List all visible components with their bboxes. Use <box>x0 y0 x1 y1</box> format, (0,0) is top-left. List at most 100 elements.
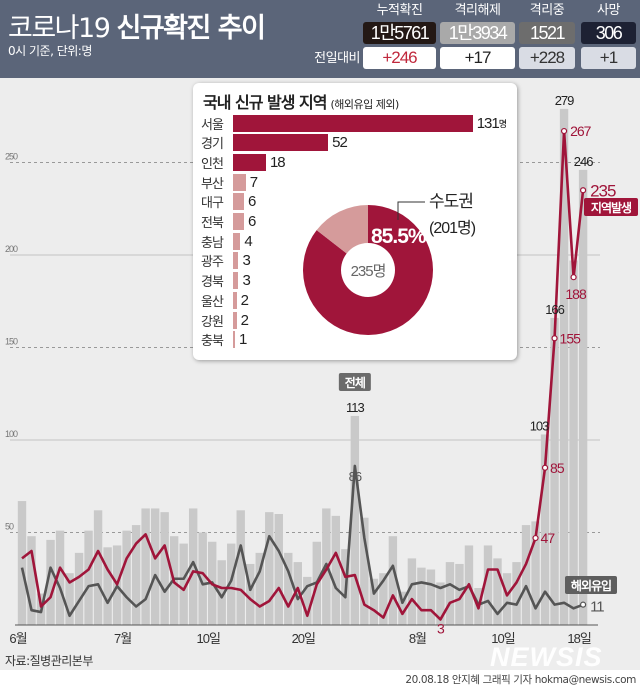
title-regular: 코로나19 <box>8 13 111 44</box>
donut-percent-label: 85.5% <box>371 225 427 248</box>
newsis-logo: NEWSIS <box>490 642 603 672</box>
y-tick-label: 200 <box>5 244 18 254</box>
local-tag-box <box>584 198 638 216</box>
region-value: 6 <box>247 213 256 230</box>
region-row: 경기 52 <box>201 134 348 153</box>
region-value: 1 <box>239 331 247 349</box>
bar-total <box>265 512 274 625</box>
bar-total <box>436 582 445 625</box>
region-name: 대구 <box>201 196 224 212</box>
bar-total <box>331 515 341 625</box>
point-local <box>541 464 549 471</box>
region-row: 인천 18 <box>201 153 286 172</box>
region-row: 전북 6 <box>201 213 256 231</box>
bar-total <box>103 547 112 625</box>
bar-total <box>540 434 550 625</box>
overseas-value-label: 86 <box>349 469 362 484</box>
total-tag: 전체 <box>345 375 366 390</box>
stat-change: +17 <box>440 47 515 69</box>
region-value: 2 <box>240 311 249 329</box>
bar-total <box>426 569 436 625</box>
x-tick-label: 6월 <box>9 631 26 646</box>
region-row: 울산 2 <box>201 291 249 310</box>
bar-total <box>350 415 360 625</box>
bar-total <box>217 560 226 625</box>
overseas-value-label: 11 <box>590 599 604 616</box>
bar-total <box>531 521 540 625</box>
region-name: 광주 <box>201 255 224 271</box>
subtitle: 0시 기준, 단위:명 <box>8 44 92 58</box>
local-value-label: 235 <box>590 181 616 200</box>
region-value: 18 <box>269 153 286 171</box>
stat-label: 격리중 <box>529 3 565 18</box>
region-value: 52 <box>332 134 348 152</box>
x-tick-label: 10일 <box>491 631 514 646</box>
bar-total <box>578 169 588 625</box>
bar-total <box>417 567 426 625</box>
local-value-label: 47 <box>541 530 556 546</box>
overseas-tag-box <box>565 576 617 594</box>
total-value-label: 166 <box>545 302 564 317</box>
stat-label: 사망 <box>597 3 620 18</box>
x-tick-label: 10일 <box>196 631 219 646</box>
bar-total <box>131 525 141 625</box>
bar-total <box>179 543 188 625</box>
bar-total <box>74 552 84 625</box>
x-tick-label: 7월 <box>114 631 131 646</box>
donut-group-label: 수도권 <box>429 192 473 211</box>
point-local <box>570 274 577 281</box>
region-name: 전북 <box>201 216 224 231</box>
line-overseas <box>20 464 584 618</box>
stat-2: 격리중 1521 +228 <box>519 0 575 69</box>
bar-total <box>188 508 198 625</box>
title-bold: 신규확진 추이 <box>116 13 265 44</box>
metro-donut-chart: 235명 85.5%수도권 (201명) <box>303 192 477 335</box>
y-tick-label: 250 <box>5 152 18 162</box>
bar-total <box>379 573 388 625</box>
stat-0: 누적확진 1만5761 +246 <box>363 0 436 69</box>
leader-line <box>397 201 425 220</box>
region-bar <box>233 213 244 230</box>
bar-total <box>360 517 369 625</box>
credit-line: 20.08.18 안지혜 그래픽 기자 hokma@newsis.com <box>405 674 636 686</box>
bar-total <box>274 514 283 625</box>
region-bar <box>233 331 235 349</box>
donut-slice-metro <box>303 205 433 335</box>
y-tick-label: 50 <box>5 522 14 532</box>
region-value: 7 <box>249 173 258 191</box>
point-local <box>579 187 587 194</box>
bar-total <box>388 536 398 625</box>
region-name: 부산 <box>201 176 224 192</box>
region-bar <box>233 193 244 211</box>
region-value: 2 <box>240 291 249 309</box>
x-tick-label: 8월 <box>409 631 426 646</box>
bar-total <box>27 536 36 625</box>
stat-change: +228 <box>519 47 575 69</box>
bar-total <box>303 576 312 625</box>
donut-group-count: (201명) <box>429 219 476 237</box>
x-tick-label: 18일 <box>567 631 590 646</box>
region-value: 3 <box>242 252 250 270</box>
local-value-label: 85 <box>550 460 565 476</box>
page-title: 코로나19 신규확진 추이 <box>8 6 266 45</box>
stat-label: 격리해제 <box>454 3 501 18</box>
region-name: 경기 <box>201 137 224 153</box>
bar-total <box>255 552 264 625</box>
point-local <box>560 127 568 135</box>
local-value-label: 3 <box>437 620 445 636</box>
bar-total <box>512 562 521 625</box>
region-row: 광주 3 <box>201 252 251 271</box>
y-tick-label: 150 <box>5 337 18 347</box>
bar-total <box>246 563 255 625</box>
region-bar <box>233 252 239 270</box>
region-row: 충북 1 <box>201 331 247 349</box>
region-name: 울산 <box>201 294 224 310</box>
region-bar <box>233 153 266 171</box>
region-value: 6 <box>247 193 256 211</box>
header: 코로나19 신규확진 추이 0시 기준, 단위:명 전일대비 누적확진 1만57… <box>0 0 640 78</box>
stat-value: 306 <box>581 22 636 44</box>
region-row: 대구 6 <box>201 193 256 212</box>
inset-note: (해외유입 제외) <box>330 98 399 111</box>
donut-center-label: 235명 <box>351 263 386 280</box>
